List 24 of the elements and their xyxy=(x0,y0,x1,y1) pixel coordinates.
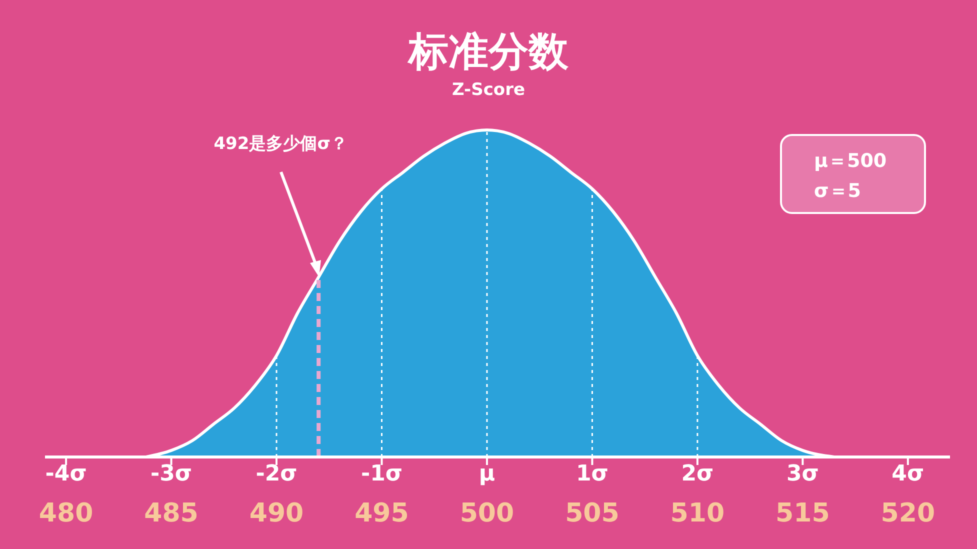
chart-subtitle: Z-Score xyxy=(451,80,526,100)
x-tick-label: 480 xyxy=(38,498,94,528)
x-tick-label: 510 xyxy=(670,498,725,528)
x2-tick-label: -2σ xyxy=(256,462,298,487)
x-tick-label: 505 xyxy=(565,498,620,528)
x2-tick-label: -1σ xyxy=(360,462,403,487)
x-tick-label: 520 xyxy=(880,498,936,528)
x2-tick-label: μ xyxy=(478,462,496,487)
x-tick-label: 515 xyxy=(776,498,830,528)
x2-tick-label: -3σ xyxy=(150,462,192,487)
x-tick-label: 500 xyxy=(460,498,514,528)
x-tick-label: 490 xyxy=(249,498,304,528)
annotation: σ＝5 xyxy=(814,179,862,204)
x2-tick-label: -4σ xyxy=(45,462,87,487)
x2-tick-label: 2σ xyxy=(681,462,714,487)
annotation: μ＝500 xyxy=(814,149,888,174)
x-tick-label: 495 xyxy=(354,498,409,528)
x2-tick-label: 4σ xyxy=(892,462,924,487)
chart-title: 标准分数 xyxy=(406,28,570,77)
annotation: 492是多少個σ？ xyxy=(212,133,348,156)
x2-tick-label: 1σ xyxy=(576,462,608,487)
x2-tick-label: 3σ xyxy=(786,462,819,487)
x-tick-label: 485 xyxy=(144,498,198,528)
note-box: μ＝500 σ＝5 xyxy=(780,134,926,214)
